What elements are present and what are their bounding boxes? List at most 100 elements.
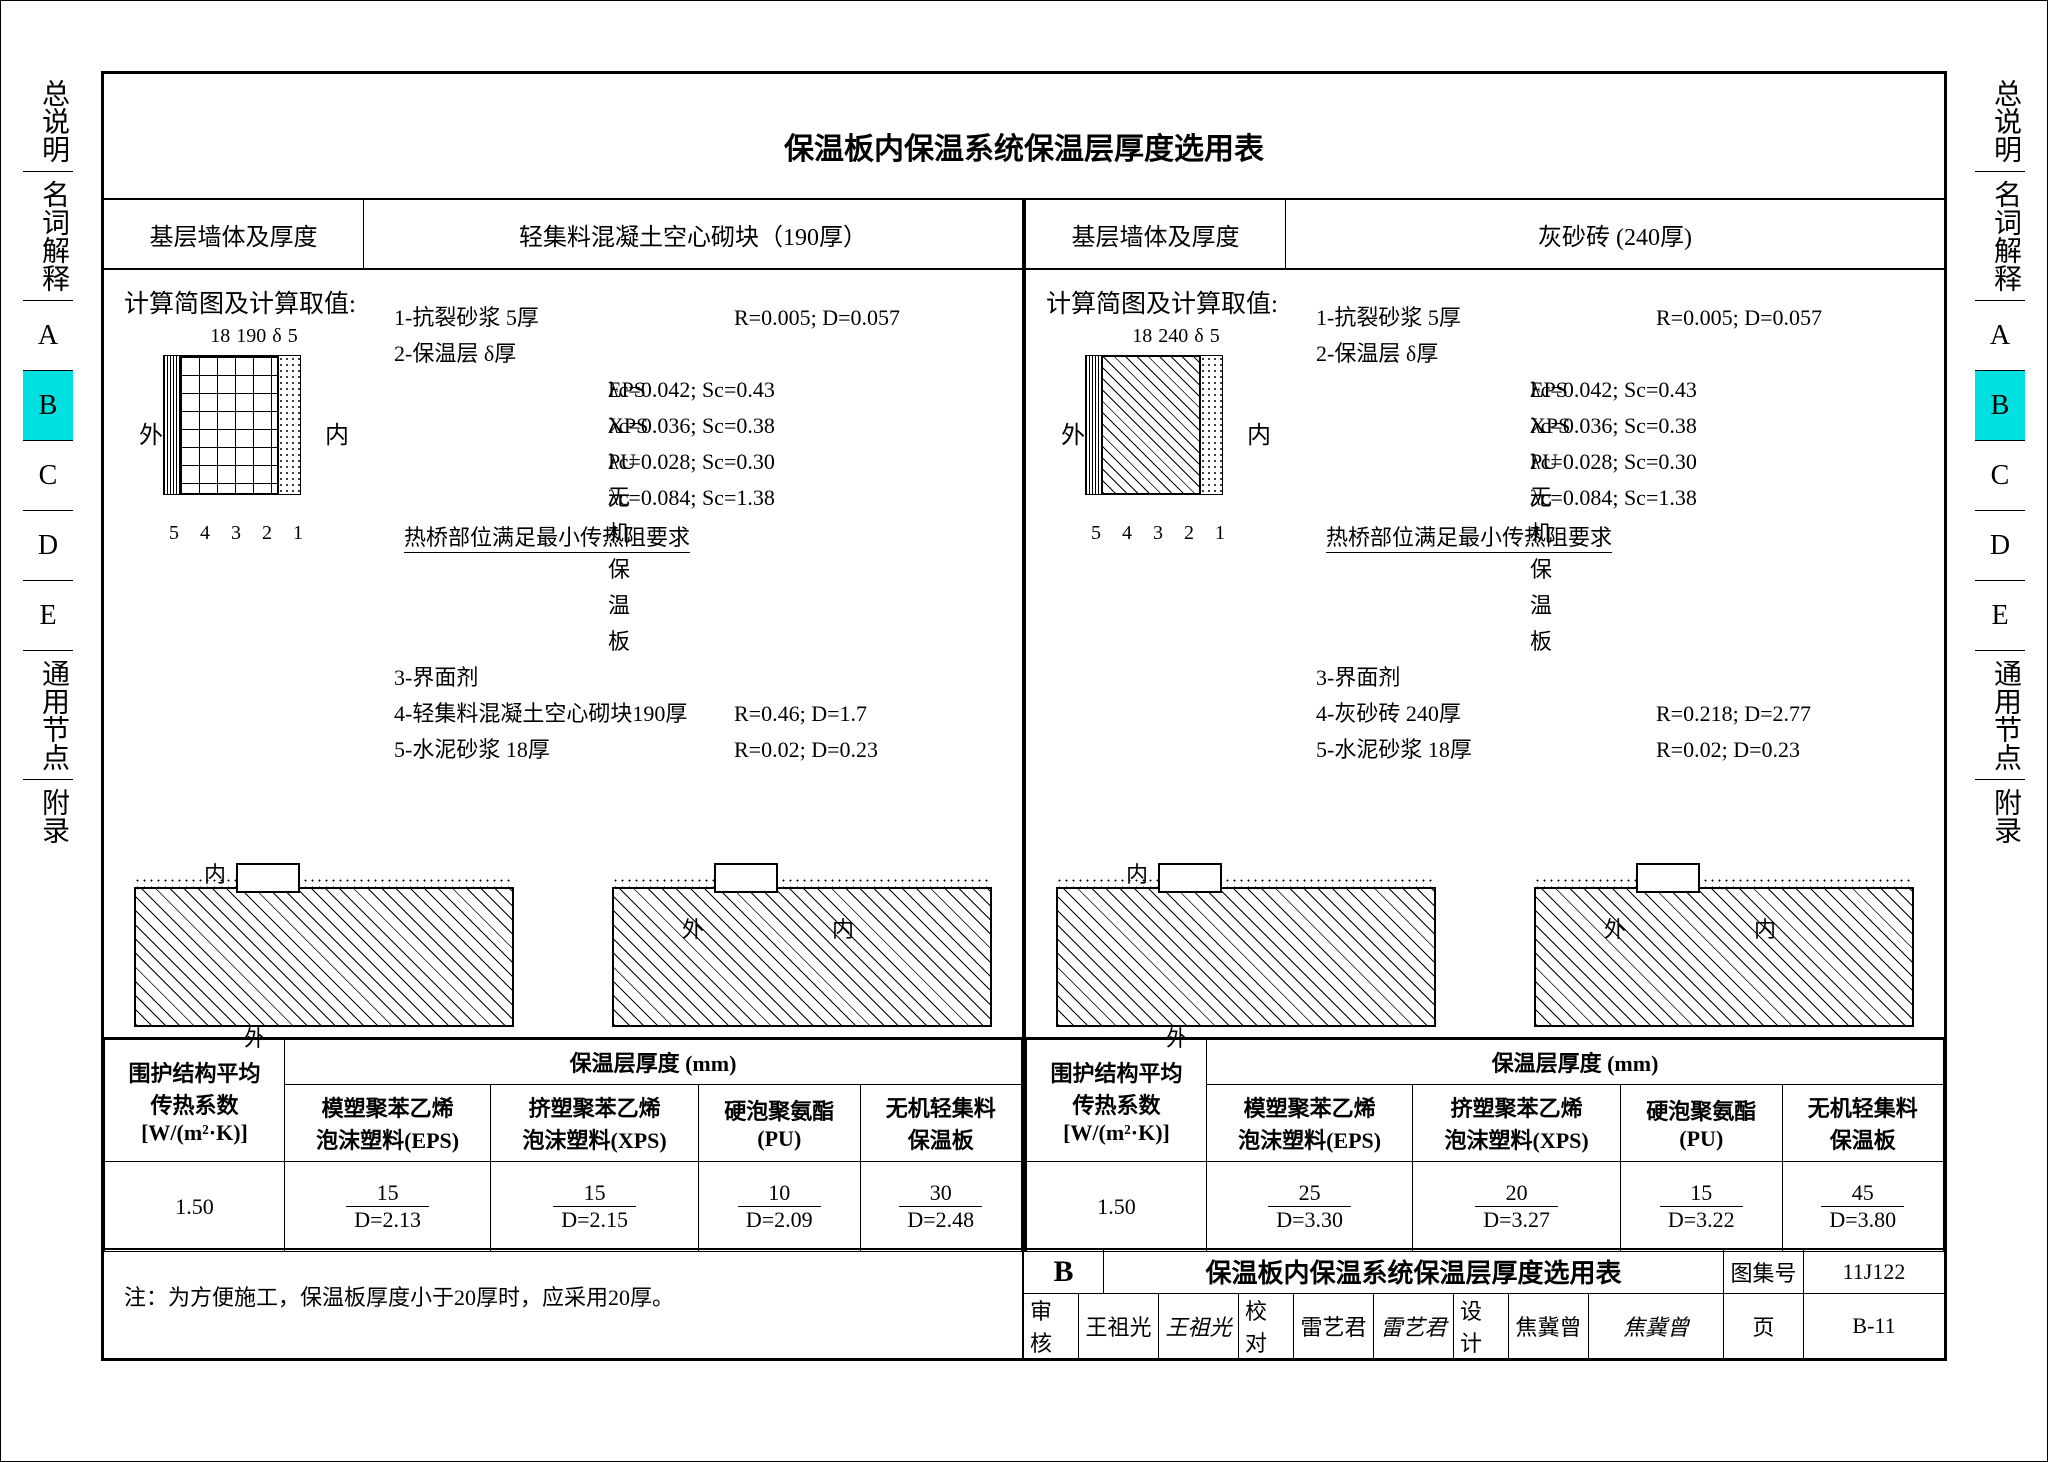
check-name: 雷艺君 bbox=[1294, 1294, 1374, 1358]
wall-hatch bbox=[134, 887, 514, 1027]
nav-a-r[interactable]: A bbox=[1975, 300, 2025, 370]
dim: δ bbox=[272, 325, 281, 348]
cell: 45D=3.80 bbox=[1782, 1162, 1943, 1252]
spec: 4-灰砂砖 240厚 bbox=[1316, 696, 1656, 732]
wall-box bbox=[179, 355, 279, 495]
label-out: 外 bbox=[244, 1021, 266, 1053]
thickness-table: 围护结构平均 传热系数 [W/(m²·K)] 保温层厚度 (mm) 模塑聚苯乙烯… bbox=[104, 1039, 1022, 1252]
mat-val: λc=0.084; Sc=1.38 bbox=[1530, 480, 1934, 660]
review-label: 审核 bbox=[1024, 1294, 1079, 1358]
nav-c[interactable]: C bbox=[23, 440, 73, 510]
calc-area-right: 计算简图及计算取值: 18 240 δ 5 外 内 5 bbox=[1026, 270, 1944, 1039]
k-value: 1.50 bbox=[105, 1162, 285, 1252]
spec: 1-抗裂砂浆 5厚 bbox=[1316, 300, 1656, 336]
right-nav: 总说明 名词解释 A B C D E 通用节点 附录 bbox=[1975, 71, 2025, 852]
nav-b[interactable]: B bbox=[23, 370, 73, 440]
spec: 1-抗裂砂浆 5厚 bbox=[394, 300, 734, 336]
nav-terms-r[interactable]: 名词解释 bbox=[1975, 171, 2025, 300]
page-number: B-11 bbox=[1804, 1294, 1944, 1358]
dim: 190 bbox=[236, 325, 266, 348]
design-label: 设计 bbox=[1454, 1294, 1509, 1358]
col-head: 挤塑聚苯乙烯 泡沫塑料(XPS) bbox=[491, 1085, 699, 1162]
hatch bbox=[181, 357, 277, 493]
mat-name: PU bbox=[394, 444, 608, 480]
cell: 25D=3.30 bbox=[1207, 1162, 1413, 1252]
spec: 3-界面剂 bbox=[1316, 660, 1656, 696]
rowhead: 围护结构平均 传热系数 [W/(m²·K)] bbox=[105, 1040, 285, 1162]
page-title: 保温板内保温系统保温层厚度选用表 bbox=[104, 74, 1944, 198]
label-out: 外 bbox=[139, 415, 163, 450]
section-code: B bbox=[1024, 1250, 1104, 1293]
base-value: 轻集料混凝土空心砌块（190厚） bbox=[364, 200, 1022, 268]
mat-val: λc=0.028; Sc=0.30 bbox=[608, 444, 1012, 480]
nav-appendix[interactable]: 附录 bbox=[23, 779, 73, 852]
bridge-title: 热桥部位满足最小传热阻要求 bbox=[1326, 520, 1612, 553]
design-sign: 焦冀曾 bbox=[1589, 1294, 1724, 1358]
wall-hatch bbox=[1056, 887, 1436, 1027]
cell: 10D=2.09 bbox=[699, 1162, 860, 1252]
label-in: 内 bbox=[1754, 912, 1776, 944]
sheet: 保温板内保温系统保温层厚度选用表 基层墙体及厚度 轻集料混凝土空心砌块（190厚… bbox=[101, 71, 1947, 1361]
nav-terms[interactable]: 名词解释 bbox=[23, 171, 73, 300]
mat-name: 无机保温板 bbox=[394, 480, 608, 660]
mat-val: λc=0.036; Sc=0.38 bbox=[608, 408, 1012, 444]
columns: 基层墙体及厚度 轻集料混凝土空心砌块（190厚） 计算简图及计算取值: 18 1… bbox=[104, 198, 1944, 1252]
mat-val: λc=0.084; Sc=1.38 bbox=[608, 480, 1012, 660]
bridge-diagram-2: 外 内 bbox=[1534, 857, 1914, 1027]
leader-numbers: 5 4 3 2 1 bbox=[169, 522, 311, 545]
nav-c-r[interactable]: C bbox=[1975, 440, 2025, 510]
check-label: 校对 bbox=[1239, 1294, 1294, 1358]
label-out: 外 bbox=[1061, 415, 1085, 450]
nav-a[interactable]: A bbox=[23, 300, 73, 370]
col-head: 无机轻集料 保温板 bbox=[860, 1085, 1021, 1162]
nav-appendix-r[interactable]: 附录 bbox=[1975, 779, 2025, 852]
mat-name: XPS bbox=[394, 408, 608, 444]
set-number: 11J122 bbox=[1804, 1250, 1944, 1293]
base-row: 基层墙体及厚度 轻集料混凝土空心砌块（190厚） bbox=[104, 200, 1022, 270]
leader-numbers: 5 4 3 2 1 bbox=[1091, 522, 1233, 545]
dim: 5 bbox=[1210, 325, 1220, 348]
thickness-table: 围护结构平均 传热系数 [W/(m²·K)] 保温层厚度 (mm) 模塑聚苯乙烯… bbox=[1026, 1039, 1944, 1252]
col-head: 模塑聚苯乙烯 泡沫塑料(EPS) bbox=[285, 1085, 491, 1162]
calc-title: 计算简图及计算取值: bbox=[124, 284, 356, 320]
col-head: 模塑聚苯乙烯 泡沫塑料(EPS) bbox=[1207, 1085, 1413, 1162]
base-row: 基层墙体及厚度 灰砂砖 (240厚) bbox=[1026, 200, 1944, 270]
k-value: 1.50 bbox=[1027, 1162, 1207, 1252]
nav-b-r[interactable]: B bbox=[1975, 370, 2025, 440]
nav-common[interactable]: 通用节点 bbox=[23, 650, 73, 779]
nav-e[interactable]: E bbox=[23, 580, 73, 650]
nav-general-r[interactable]: 总说明 bbox=[1975, 71, 2025, 171]
col-left: 基层墙体及厚度 轻集料混凝土空心砌块（190厚） 计算简图及计算取值: 18 1… bbox=[104, 200, 1024, 1252]
bridge-diagram-2: 外 内 bbox=[612, 857, 992, 1027]
spec-val: R=0.02; D=0.23 bbox=[734, 732, 1012, 768]
cell: 20D=3.27 bbox=[1413, 1162, 1621, 1252]
bridge-title: 热桥部位满足最小传热阻要求 bbox=[404, 520, 690, 553]
nav-common-r[interactable]: 通用节点 bbox=[1975, 650, 2025, 779]
nav-general[interactable]: 总说明 bbox=[23, 71, 73, 171]
nav-d-r[interactable]: D bbox=[1975, 510, 2025, 580]
mat-val: λc=0.042; Sc=0.43 bbox=[1530, 372, 1934, 408]
bridge-diagram-1: 内 外 bbox=[1056, 857, 1436, 1027]
base-label: 基层墙体及厚度 bbox=[104, 200, 364, 268]
col-group-title: 保温层厚度 (mm) bbox=[285, 1040, 1022, 1085]
col-head: 硬泡聚氨酯 (PU) bbox=[1621, 1085, 1782, 1162]
col-head: 硬泡聚氨酯 (PU) bbox=[699, 1085, 860, 1162]
nav-d[interactable]: D bbox=[23, 510, 73, 580]
spec-val: R=0.218; D=2.77 bbox=[1656, 696, 1934, 732]
dimensions: 18 190 δ 5 bbox=[139, 325, 369, 348]
wall-hatch bbox=[1534, 887, 1914, 1027]
dimensions: 18 240 δ 5 bbox=[1061, 325, 1291, 348]
design-name: 焦冀曾 bbox=[1509, 1294, 1589, 1358]
label-in: 内 bbox=[1247, 415, 1271, 450]
dim: 240 bbox=[1158, 325, 1188, 348]
cell: 30D=2.48 bbox=[860, 1162, 1021, 1252]
nav-e-r[interactable]: E bbox=[1975, 580, 2025, 650]
hatch bbox=[1103, 357, 1199, 493]
base-label: 基层墙体及厚度 bbox=[1026, 200, 1286, 268]
footnote: 注：为方便施工，保温板厚度小于20厚时，应采用20厚。 bbox=[104, 1250, 1024, 1358]
cell: 15D=2.13 bbox=[285, 1162, 491, 1252]
col-right: 基层墙体及厚度 灰砂砖 (240厚) 计算简图及计算取值: 18 240 δ 5 bbox=[1024, 200, 1944, 1252]
spec: 5-水泥砂浆 18厚 bbox=[394, 732, 734, 768]
spec: 2-保温层 δ厚 bbox=[1316, 336, 1656, 372]
mat-name: EPS bbox=[394, 372, 608, 408]
